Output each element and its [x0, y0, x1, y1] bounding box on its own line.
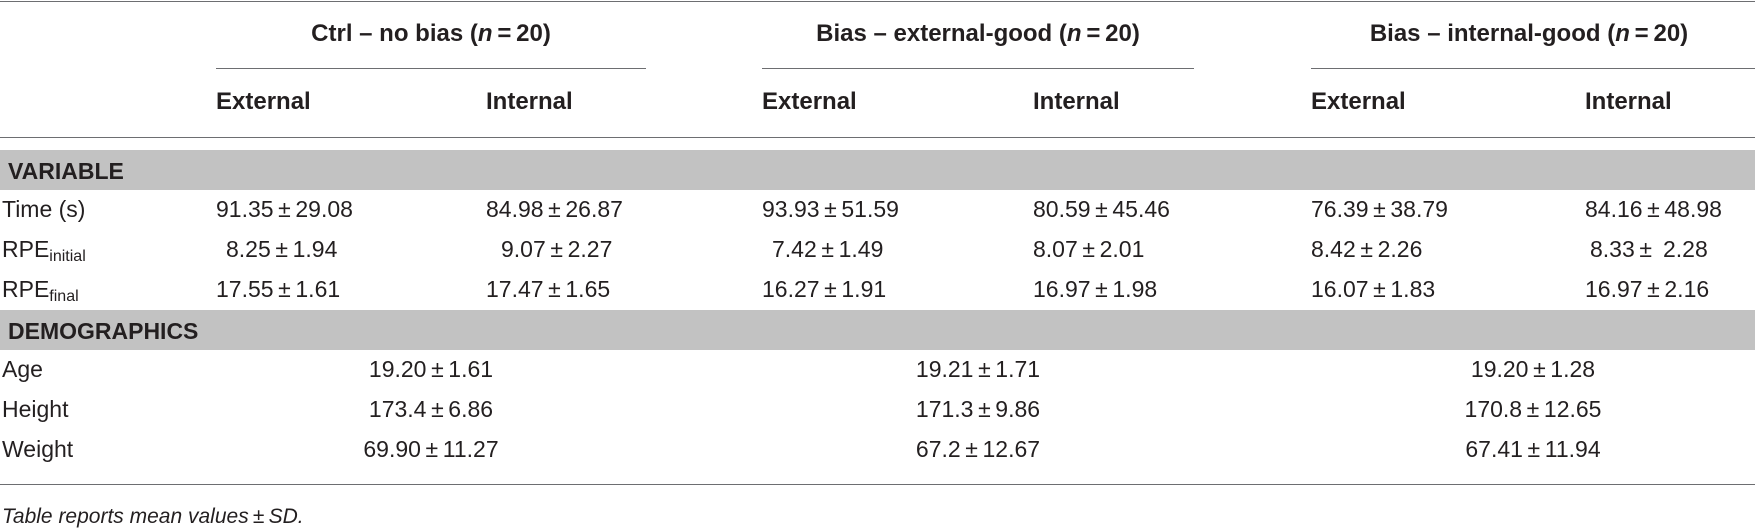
row-label-subscript: initial — [49, 248, 86, 265]
table-cell: 16.07 ± 1.83 — [1311, 276, 1436, 302]
section-band-demographics — [0, 310, 1755, 350]
row-label-subscript: final — [49, 288, 79, 305]
section-label-variable: VARIABLE — [8, 158, 124, 184]
group-header-internal-good: Bias – internal-good (n = 20) — [1369, 20, 1689, 47]
table-cell: 9.07 ± 2.27 — [501, 236, 613, 262]
table-cell: 17.55 ± 1.61 — [216, 276, 341, 302]
group-rule-internal-good — [1311, 68, 1755, 69]
group-rule-ctrl — [216, 68, 646, 69]
table-cell: 80.59 ± 45.46 — [1033, 196, 1170, 222]
row-label-rpe-final: RPEfinal — [2, 276, 79, 305]
table-cell: 76.39 ± 38.79 — [1311, 196, 1448, 222]
column-header-internal: Internal — [486, 88, 573, 115]
section-band-variable — [0, 150, 1755, 190]
table-cell: 67.41 ± 11.94 — [1465, 436, 1601, 462]
table-cell: 17.47 ± 1.65 — [486, 276, 611, 302]
table-cell: 8.33 ± 2.28 — [1590, 236, 1708, 262]
group-header-external-good: Bias – external-good (n = 20) — [816, 20, 1140, 47]
column-header-external: External — [1311, 88, 1406, 115]
header-bottom-rule — [0, 137, 1755, 138]
table-cell: 67.2 ± 12.67 — [915, 436, 1041, 462]
section-label-demographics: DEMOGRAPHICS — [8, 318, 199, 344]
table-top-rule — [0, 1, 1755, 2]
table-cell: 173.4 ± 6.86 — [368, 396, 494, 422]
row-label-height: Height — [2, 396, 69, 422]
table-cell: 84.16 ± 48.98 — [1585, 196, 1722, 222]
table-cell: 19.21 ± 1.71 — [915, 356, 1041, 382]
column-header-external: External — [216, 88, 311, 115]
table-cell: 8.42 ± 2.26 — [1311, 236, 1423, 262]
table-bottom-rule — [0, 484, 1755, 485]
row-label-rpe-initial: RPEinitial — [2, 236, 86, 265]
table-cell: 16.27 ± 1.91 — [762, 276, 887, 302]
table-cell: 16.97 ± 2.16 — [1585, 276, 1710, 302]
table-footnote: Table reports mean values ± SD. — [2, 505, 304, 528]
table-cell: 7.42 ± 1.49 — [772, 236, 884, 262]
column-header-internal: Internal — [1033, 88, 1120, 115]
table-cell: 69.90 ± 11.27 — [363, 436, 499, 462]
table-cell: 19.20 ± 1.61 — [368, 356, 494, 382]
column-header-internal: Internal — [1585, 88, 1672, 115]
table-cell: 171.3 ± 9.86 — [915, 396, 1041, 422]
row-label-time: Time (s) — [2, 196, 86, 222]
row-label-weight: Weight — [2, 436, 74, 462]
row-label-age: Age — [2, 356, 43, 382]
group-header-ctrl: Ctrl – no bias (n = 20) — [311, 20, 551, 47]
table-cell: 19.20 ± 1.28 — [1470, 356, 1596, 382]
group-rule-external-good — [762, 68, 1194, 69]
table-cell: 84.98 ± 26.87 — [486, 196, 623, 222]
table-cell: 170.8 ± 12.65 — [1464, 396, 1602, 422]
table-cell: 93.93 ± 51.59 — [762, 196, 899, 222]
table-cell: 8.25 ± 1.94 — [226, 236, 338, 262]
table-cell: 16.97 ± 1.98 — [1033, 276, 1158, 302]
column-header-external: External — [762, 88, 857, 115]
table-cell: 8.07 ± 2.01 — [1033, 236, 1145, 262]
table-cell: 91.35 ± 29.08 — [216, 196, 353, 222]
